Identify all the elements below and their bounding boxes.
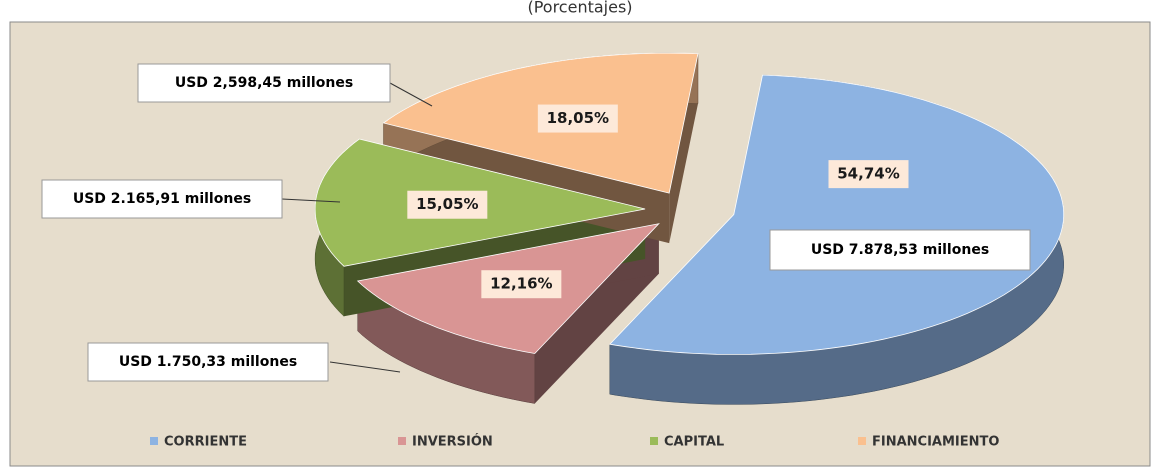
leader-line	[389, 82, 433, 107]
annotation: USD 2.165,91 millones	[73, 191, 251, 207]
value-label: 54,74%	[837, 165, 899, 183]
legend-label: CORRIENTE	[164, 435, 247, 450]
value-label: 18,05%	[547, 109, 609, 127]
annotation-box	[87, 342, 329, 382]
legend-swatch	[858, 437, 866, 445]
value-label-box	[481, 270, 562, 299]
annotation-box	[769, 229, 1031, 271]
value-label: 15,05%	[416, 195, 478, 213]
leader-line	[329, 361, 401, 373]
legend-label: INVERSIÓN	[412, 434, 493, 450]
legend-label: FINANCIAMIENTO	[872, 435, 999, 450]
annotation-box	[137, 63, 391, 103]
legend-swatch	[398, 437, 406, 445]
legend-swatch	[150, 437, 158, 445]
legend-label: CAPITAL	[664, 435, 724, 450]
value-label-box	[828, 160, 909, 189]
chart-subtitle: (Porcentajes)	[527, 0, 632, 17]
slice	[608, 74, 1065, 355]
annotation-box	[41, 179, 283, 219]
legend-swatch	[650, 437, 658, 445]
annotation: USD 1.750,33 millones	[119, 354, 297, 370]
annotation: USD 2,598,45 millones	[175, 75, 353, 91]
value-label-box	[407, 190, 488, 219]
value-label-box	[537, 104, 618, 133]
leader-line	[281, 198, 341, 203]
annotation: USD 7.878,53 millones	[811, 242, 989, 258]
value-label: 12,16%	[490, 275, 552, 293]
